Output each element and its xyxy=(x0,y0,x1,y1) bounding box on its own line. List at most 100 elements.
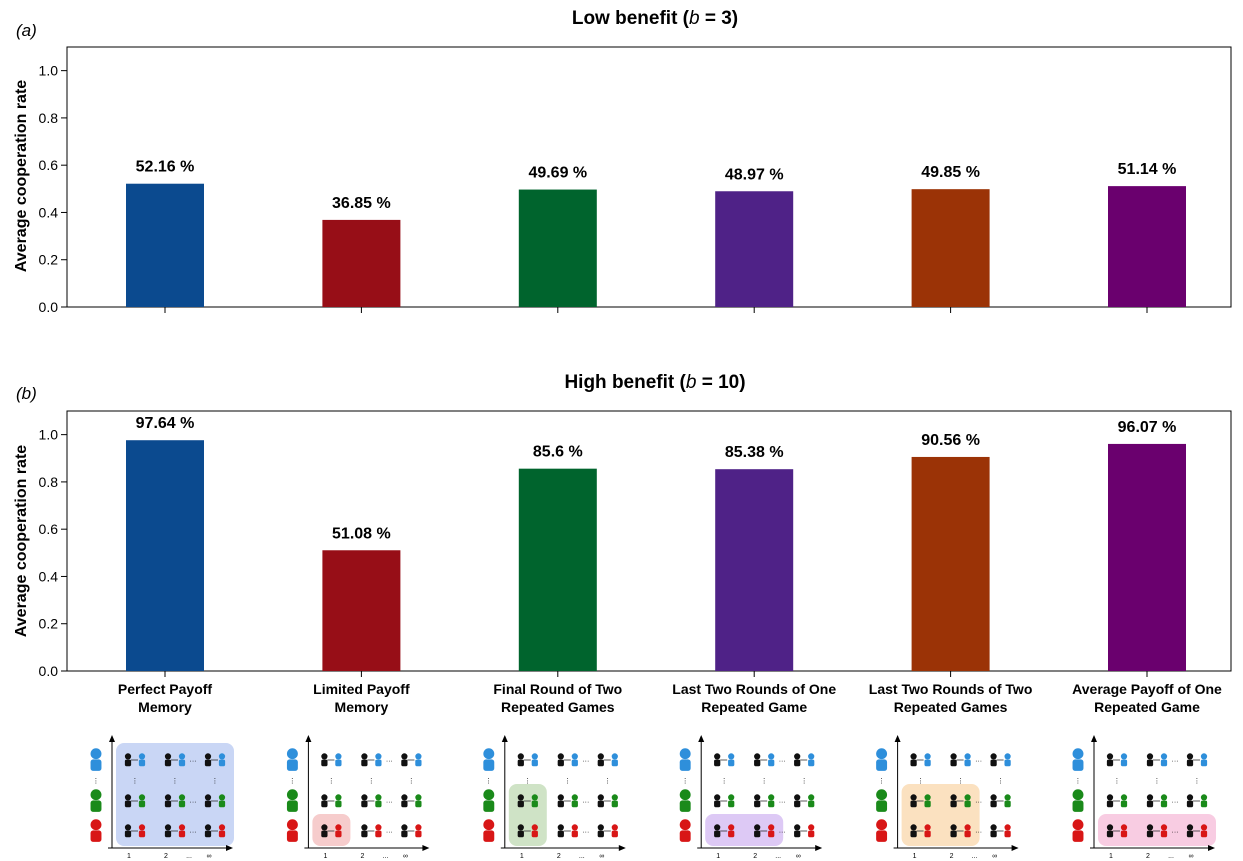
memory-highlight xyxy=(1098,814,1216,846)
partner-icon xyxy=(335,753,342,767)
data-label: 49.85 % xyxy=(921,164,980,181)
player-icon xyxy=(483,748,495,771)
schematic-x-tick-label: 1 xyxy=(1109,853,1113,860)
focal-player-icon xyxy=(714,753,721,767)
focal-player-icon xyxy=(321,753,328,767)
x-tick-label: Repeated Games xyxy=(894,699,1008,715)
focal-player-icon xyxy=(204,824,212,838)
partner-icon xyxy=(1160,794,1168,808)
vertical-ellipsis: ⋮ xyxy=(289,778,296,785)
schematic-x-tick-label: 2 xyxy=(753,853,757,860)
data-label: 52.16 % xyxy=(136,159,195,176)
partner-icon xyxy=(1200,824,1208,838)
horizontal-ellipsis: ··· xyxy=(582,758,589,765)
focal-player-icon xyxy=(597,794,604,808)
arrowhead xyxy=(1208,845,1215,851)
focal-player-icon xyxy=(164,794,172,808)
focal-player-icon xyxy=(124,794,132,808)
partner-icon xyxy=(1004,824,1011,838)
vertical-ellipsis: ⋮ xyxy=(1075,778,1082,785)
memory-highlight xyxy=(508,784,547,846)
vertical-ellipsis: ⋮ xyxy=(997,778,1004,785)
partner-icon xyxy=(1120,753,1128,767)
data-label: 51.14 % xyxy=(1118,161,1177,178)
focal-player-icon xyxy=(361,794,368,808)
bar xyxy=(126,183,204,307)
y-tick-label: 0.6 xyxy=(39,521,59,537)
y-tick-label: 1.0 xyxy=(39,63,59,79)
player-icon xyxy=(1072,819,1084,842)
vertical-ellipsis: ⋮ xyxy=(172,778,179,785)
focal-player-icon xyxy=(1186,753,1194,767)
vertical-ellipsis: ⋮ xyxy=(1114,778,1121,785)
partner-icon xyxy=(1004,794,1011,808)
partner-icon xyxy=(531,753,538,767)
partner-icon xyxy=(964,794,971,808)
focal-player-icon xyxy=(1186,824,1194,838)
arrowhead xyxy=(422,845,430,851)
vertical-ellipsis: ⋮ xyxy=(604,778,611,785)
arrowhead xyxy=(1091,735,1097,742)
horizontal-ellipsis: ··· xyxy=(582,829,589,836)
schematic-x-tick-label: 2 xyxy=(950,853,954,860)
schematic-x-tick-label: 2 xyxy=(360,853,364,860)
schematic-x-tick-label: 2 xyxy=(1146,853,1150,860)
player-icon xyxy=(483,819,495,842)
x-tick-label: Memory xyxy=(138,699,192,715)
focal-player-icon xyxy=(361,753,368,767)
schematic-x-tick-label: 2 xyxy=(557,853,561,860)
x-ticks xyxy=(164,307,1148,313)
player-icon xyxy=(1072,789,1084,812)
data-label: 51.08 % xyxy=(332,525,391,542)
vertical-ellipsis: ⋮ xyxy=(761,778,768,785)
y-axis-label: Average cooperation rate xyxy=(13,80,30,272)
bar xyxy=(518,189,597,307)
partner-icon xyxy=(1160,824,1168,838)
arrowhead xyxy=(226,845,233,851)
partner-icon xyxy=(728,794,735,808)
focal-player-icon xyxy=(401,794,408,808)
bars: 52.16 % 36.85 % 49.69 % 48.97 % 49.85 % 51.14… xyxy=(126,159,1186,307)
focal-player-icon xyxy=(517,824,524,838)
y-tick-label: 0.8 xyxy=(39,474,59,490)
y-tick-label: 0.2 xyxy=(39,252,59,268)
player-icon xyxy=(876,748,888,771)
focal-player-icon xyxy=(164,753,172,767)
focal-player-icon xyxy=(754,824,761,838)
data-label: 85.6 % xyxy=(533,444,583,461)
bar xyxy=(518,468,597,671)
horizontal-ellipsis: ··· xyxy=(582,799,589,806)
focal-player-icon xyxy=(910,794,917,808)
horizontal-ellipsis: ··· xyxy=(190,758,197,765)
vertical-ellipsis: ⋮ xyxy=(524,778,531,785)
x-tick-label: Memory xyxy=(335,699,389,715)
schematic-x-tick-label: ... xyxy=(1168,853,1174,860)
focal-player-icon xyxy=(950,794,957,808)
focal-player-icon xyxy=(361,824,368,838)
partner-icon xyxy=(415,794,422,808)
focal-player-icon xyxy=(517,753,524,767)
bar xyxy=(911,189,990,307)
partner-icon xyxy=(1200,794,1208,808)
arrowhead xyxy=(618,845,626,851)
horizontal-ellipsis: ··· xyxy=(779,829,786,836)
horizontal-ellipsis: ··· xyxy=(190,829,197,836)
chart-title: Low benefit (b = 3) xyxy=(572,8,738,29)
focal-player-icon xyxy=(204,753,212,767)
horizontal-ellipsis: ··· xyxy=(975,829,982,836)
bars: 97.64 % 51.08 % 85.6 % 85.38 % 90.56 % 96.07 … xyxy=(126,415,1186,671)
horizontal-ellipsis: ··· xyxy=(190,799,197,806)
arrowhead xyxy=(1011,845,1019,851)
schematic-x-tick-label: ... xyxy=(382,853,388,860)
schematic-x-tick-label: ∞ xyxy=(207,853,212,860)
focal-player-icon xyxy=(794,753,801,767)
vertical-ellipsis: ⋮ xyxy=(93,778,100,785)
focal-player-icon xyxy=(1106,753,1114,767)
partner-icon xyxy=(138,753,146,767)
vertical-ellipsis: ⋮ xyxy=(132,778,139,785)
vertical-ellipsis: ⋮ xyxy=(368,778,375,785)
arrowhead xyxy=(894,735,901,742)
x-tick-label: Average Payoff of One xyxy=(1072,681,1222,697)
partner-icon xyxy=(218,824,226,838)
partner-icon xyxy=(611,794,618,808)
